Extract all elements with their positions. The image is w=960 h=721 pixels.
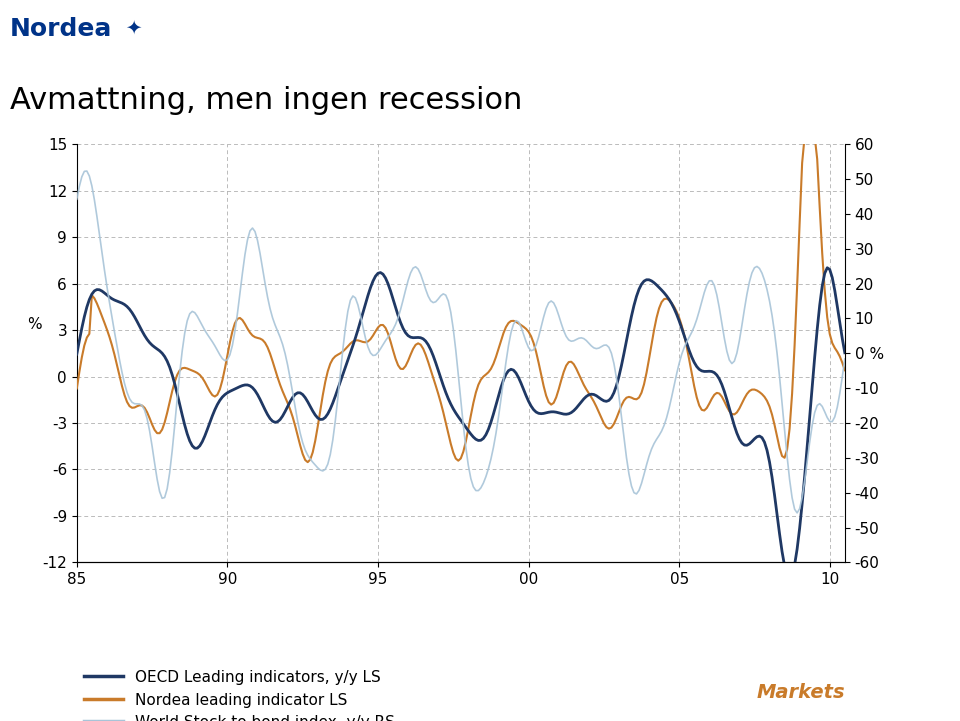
Text: Avmattning, men ingen recession: Avmattning, men ingen recession	[10, 87, 522, 115]
Legend: OECD Leading indicators, y/y LS, Nordea leading indicator LS, World Stock to bon: OECD Leading indicators, y/y LS, Nordea …	[84, 670, 395, 721]
Text: Nordea: Nordea	[10, 17, 112, 41]
Text: ✦: ✦	[125, 19, 141, 37]
Y-axis label: %: %	[27, 317, 42, 332]
Text: Markets: Markets	[756, 683, 845, 702]
